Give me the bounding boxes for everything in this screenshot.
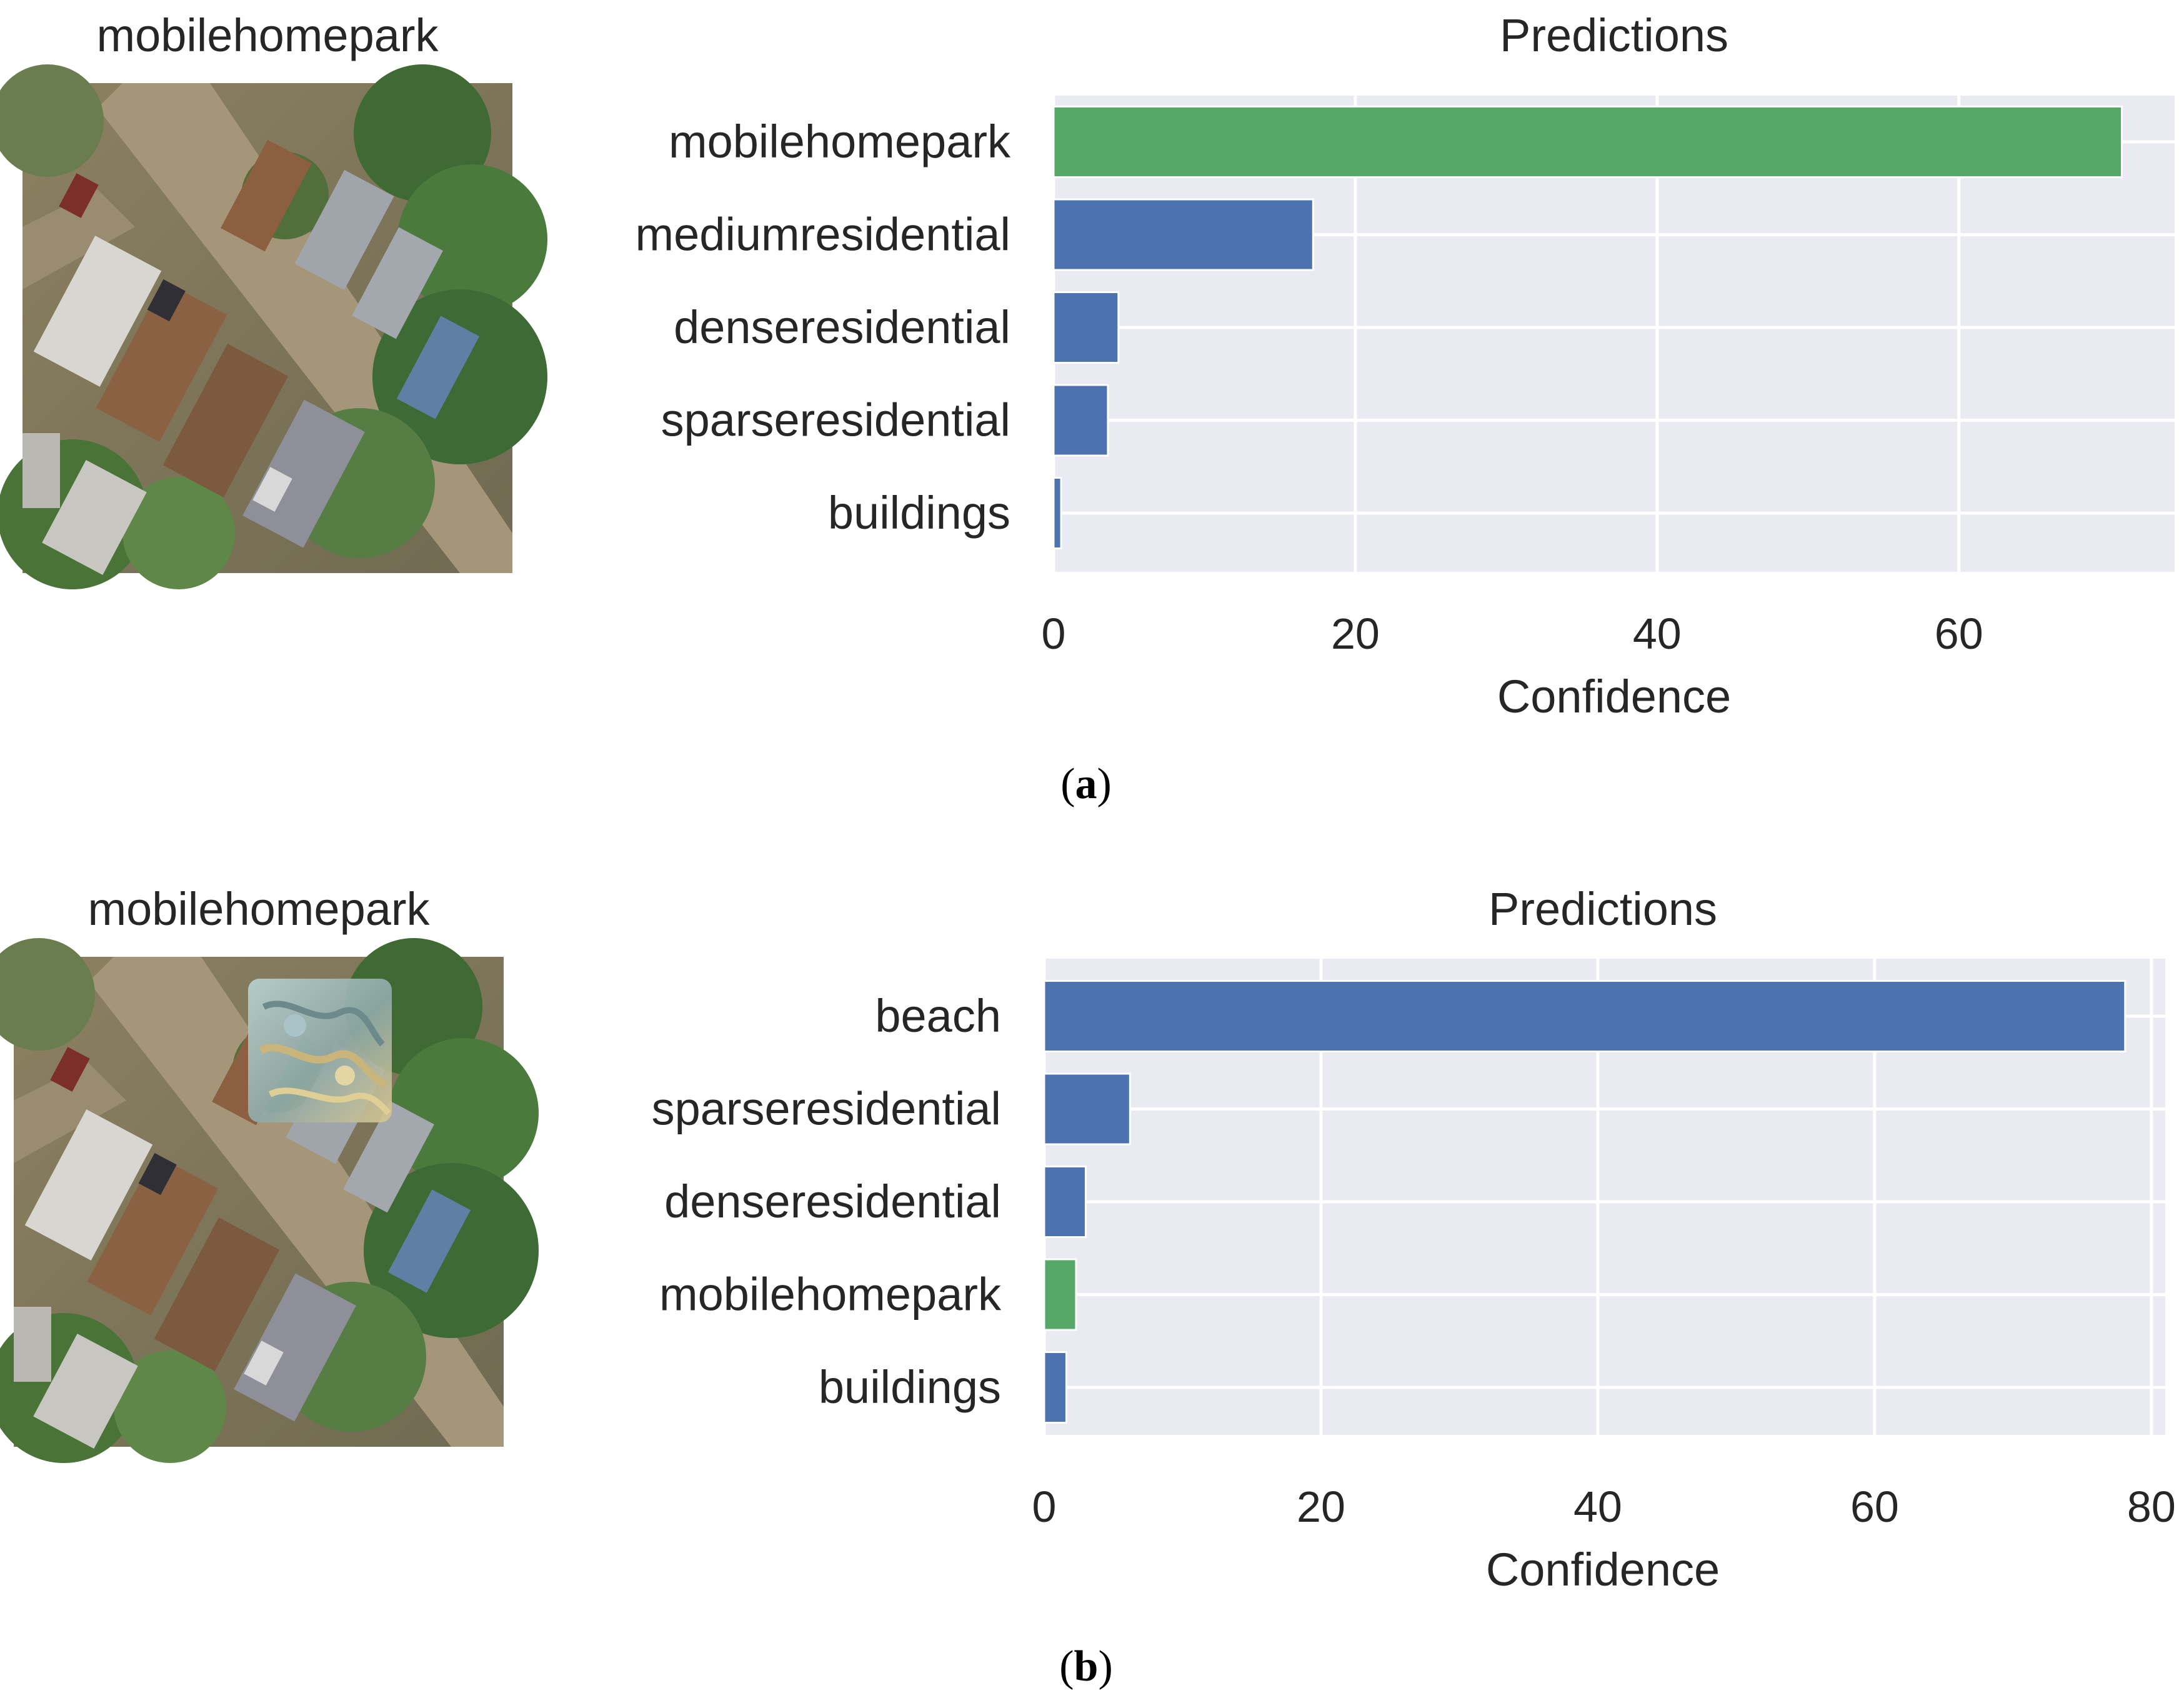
category-label-beach: beach (875, 990, 1001, 1042)
category-label-sparseresidential: sparseresidential (661, 394, 1010, 446)
category-labels-b: beach sparseresidential denseresidential mo… (652, 990, 1002, 1413)
x-tick-label: 20 (1297, 1482, 1345, 1531)
x-tick-labels-a: 0 20 40 60 (1042, 609, 1983, 658)
x-tick-label: 60 (1935, 609, 1983, 658)
category-label-mobilehomepark: mobilehomepark (659, 1269, 1002, 1321)
aerial-image-b (0, 938, 539, 1463)
category-label-sparseresidential: sparseresidential (652, 1083, 1001, 1135)
panel-letter-a: a (1075, 760, 1097, 808)
x-tick-label: 40 (1573, 1482, 1622, 1531)
panel-a: mobilehomepark Predictions mobilehomepar… (0, 9, 2175, 808)
chart-title-b: Predictions (1488, 883, 1717, 935)
aerial-image-a (0, 64, 547, 589)
image-title-a: mobilehomepark (96, 9, 439, 61)
x-tick-label: 0 (1042, 609, 1066, 658)
bar-sparseresidential (1052, 384, 1109, 457)
panel-caption-a: (a) (1060, 760, 1112, 808)
category-label-buildings: buildings (819, 1361, 1001, 1413)
x-axis-label-a: Confidence (1497, 671, 1731, 722)
bar-denseresidential (1052, 291, 1120, 364)
x-tick-labels-b: 0 20 40 60 80 (1032, 1482, 2176, 1531)
bar-mediumresidential (1052, 198, 1314, 271)
x-axis-label-b: Confidence (1486, 1544, 1720, 1596)
category-label-mobilehomepark: mobilehomepark (669, 116, 1011, 167)
bars-b (1043, 980, 2127, 1424)
category-label-buildings: buildings (828, 487, 1010, 539)
category-labels-a: mobilehomepark mediumresidential denseresi… (636, 116, 1011, 539)
bar-beach (1043, 980, 2127, 1052)
y-gridlines-a (1054, 140, 2175, 515)
bar-buildings (1052, 477, 1062, 549)
chart-title-a: Predictions (1500, 9, 1728, 61)
panel-caption-b: (b) (1059, 1642, 1113, 1691)
adversarial-patch (248, 979, 392, 1122)
x-tick-label: 20 (1331, 609, 1380, 658)
category-label-denseresidential: denseresidential (674, 301, 1010, 353)
x-tick-label: 0 (1032, 1482, 1057, 1531)
image-title-b: mobilehomepark (87, 883, 430, 935)
x-tick-label: 40 (1633, 609, 1682, 658)
bar-buildings (1043, 1351, 1067, 1424)
x-tick-label: 60 (1850, 1482, 1899, 1531)
bar-mobilehomepark (1043, 1258, 1077, 1331)
bar-mobilehomepark (1052, 106, 2123, 178)
panel-b: mobilehomepark Predictions beach sparsere… (0, 883, 2176, 1691)
bars-a (1052, 106, 2123, 549)
bar-sparseresidential (1043, 1072, 1131, 1146)
bar-denseresidential (1043, 1166, 1087, 1238)
x-tick-label: 80 (2127, 1482, 2176, 1531)
category-label-mediumresidential: mediumresidential (636, 209, 1011, 261)
panel-letter-b: b (1074, 1642, 1099, 1691)
category-label-denseresidential: denseresidential (664, 1176, 1001, 1227)
